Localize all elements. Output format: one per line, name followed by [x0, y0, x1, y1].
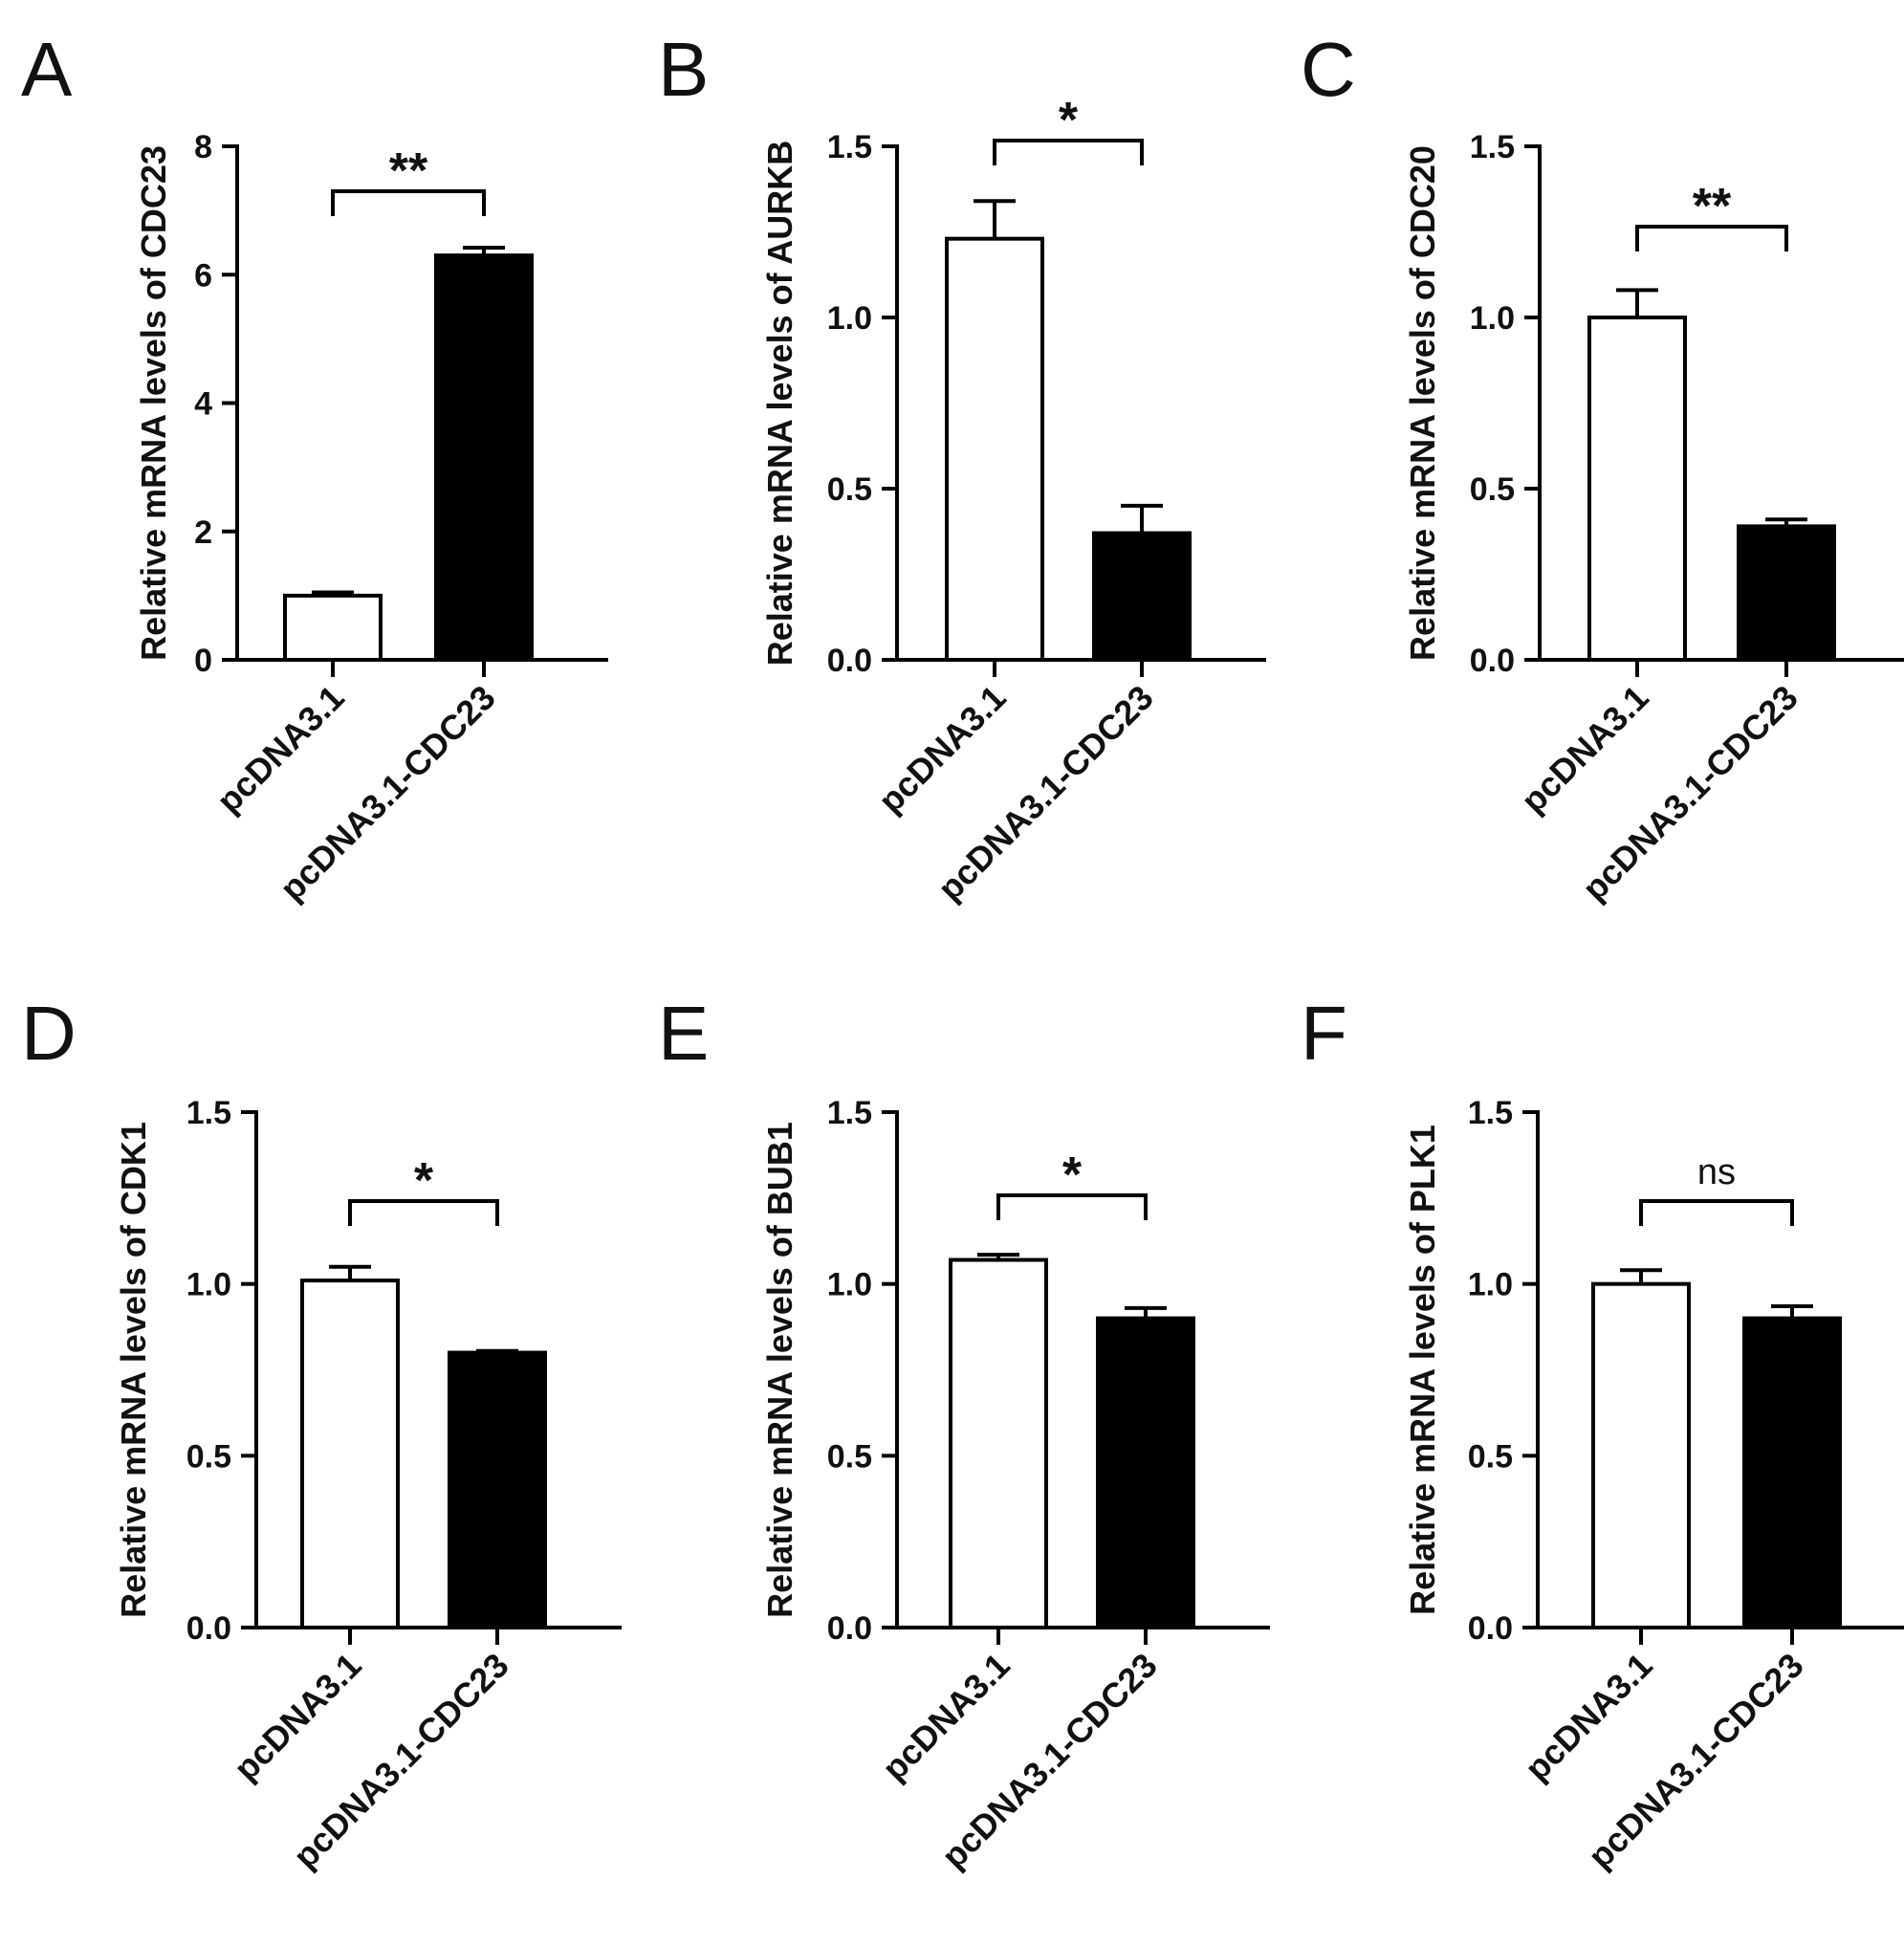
- y-tick-label: 1.5: [827, 129, 872, 165]
- x-category-label: pcDNA3.1: [870, 678, 1013, 820]
- bar-cdc23: [448, 1350, 547, 1629]
- y-axis-title: Relative mRNA levels of CDK1: [114, 1122, 153, 1618]
- significance-label: ns: [1697, 1152, 1736, 1192]
- y-tick-label: 1.5: [186, 1095, 231, 1131]
- y-tick-label: 1.0: [827, 1267, 872, 1303]
- bar-control: [300, 1279, 400, 1630]
- y-tick-label: 0.0: [827, 1610, 872, 1647]
- panel-b: B 0.0 0.5 1.0 1.5 Relative mRNA levels of AUR…: [658, 27, 1266, 908]
- y-axis-title: Relative mRNA levels of PLK1: [1403, 1125, 1442, 1615]
- bar-control: [1587, 316, 1687, 662]
- bar-control: [283, 593, 383, 662]
- y-tick-label: 8: [194, 129, 212, 165]
- panel-f: F 0.0 0.5 1.0 1.5 Relative mRNA levels of PLK…: [1301, 991, 1904, 1876]
- y-tick-label: 4: [194, 386, 212, 423]
- y-tick-label: 0.5: [827, 471, 872, 508]
- x-category-label: pcDNA3.1: [874, 1646, 1017, 1788]
- panel-a: A 0 2 4 6 8 Relative mRNA levels of CDC23 pcDNA…: [21, 27, 608, 908]
- y-tick-label: 1.0: [1470, 300, 1515, 337]
- y-tick-label: 1.0: [827, 300, 872, 337]
- significance-bracket: [993, 139, 1144, 165]
- y-tick-label: 2: [194, 514, 212, 551]
- significance-label: *: [1059, 93, 1079, 148]
- panel-letter: C: [1301, 27, 1356, 112]
- y-axis-title: Relative mRNA levels of BUB1: [760, 1122, 799, 1618]
- x-category-label: pcDNA3.1: [1517, 1646, 1659, 1788]
- bar-cdc23: [434, 253, 534, 662]
- y-tick-label: 6: [194, 257, 212, 294]
- y-tick-label: 0.5: [827, 1438, 872, 1475]
- y-tick-label: 1.0: [186, 1267, 231, 1303]
- x-category-label: pcDNA3.1: [1513, 678, 1655, 820]
- y-tick-label: 0.0: [827, 643, 872, 679]
- y-tick-label: 1.0: [1468, 1267, 1513, 1303]
- y-tick-label: 1.5: [1470, 129, 1515, 165]
- y-axis-title: Relative mRNA levels of AURKB: [760, 141, 799, 666]
- x-category-label: pcDNA3.1: [226, 1646, 368, 1788]
- y-tick-label: 0.5: [1470, 471, 1515, 508]
- y-tick-label: 0.5: [1468, 1438, 1513, 1475]
- panel-letter: F: [1301, 991, 1347, 1076]
- panel-e: E 0.0 0.5 1.0 1.5 Relative mRNA levels of BUB…: [658, 991, 1270, 1876]
- y-tick-label: 0.0: [1468, 1610, 1513, 1647]
- y-tick-label: 0: [194, 643, 212, 679]
- y-tick-label: 1.5: [1468, 1095, 1513, 1131]
- bar-control: [1591, 1281, 1691, 1629]
- y-tick-label: 0.0: [1470, 643, 1515, 679]
- panel-d: D 0.0 0.5 1.0 1.5 Relative mRNA levels of CDK…: [21, 991, 622, 1876]
- panel-letter: E: [658, 991, 709, 1076]
- y-axis-title: Relative mRNA levels of CDC23: [134, 145, 173, 661]
- significance-bracket: [348, 1199, 499, 1226]
- bar-cdc23: [1096, 1316, 1195, 1629]
- significance-bracket: [1635, 225, 1788, 251]
- y-tick-label: 0.5: [186, 1438, 231, 1475]
- significance-bracket: [331, 189, 486, 216]
- significance-bracket: [1639, 1199, 1794, 1226]
- significance-label: **: [389, 143, 428, 199]
- x-category-label: pcDNA3.1: [208, 678, 351, 820]
- panel-c: C 0.0 0.5 1.0 1.5 Relative mRNA levels of CDC…: [1301, 27, 1904, 908]
- bar-cdc23: [1737, 524, 1836, 662]
- significance-label: *: [414, 1153, 434, 1209]
- panel-letter: B: [658, 27, 709, 112]
- bar-control: [945, 236, 1044, 662]
- y-axis-title: Relative mRNA levels of CDC20: [1403, 145, 1442, 661]
- panel-letter: A: [21, 27, 73, 112]
- significance-bracket: [996, 1193, 1148, 1220]
- panel-letter: D: [21, 991, 77, 1076]
- bar-control: [949, 1257, 1048, 1629]
- significance-label: **: [1693, 179, 1732, 234]
- significance-label: *: [1062, 1148, 1083, 1203]
- bar-cdc23: [1742, 1316, 1842, 1629]
- bar-cdc23: [1092, 531, 1192, 662]
- y-tick-label: 0.0: [186, 1610, 231, 1647]
- y-tick-label: 1.5: [827, 1095, 872, 1131]
